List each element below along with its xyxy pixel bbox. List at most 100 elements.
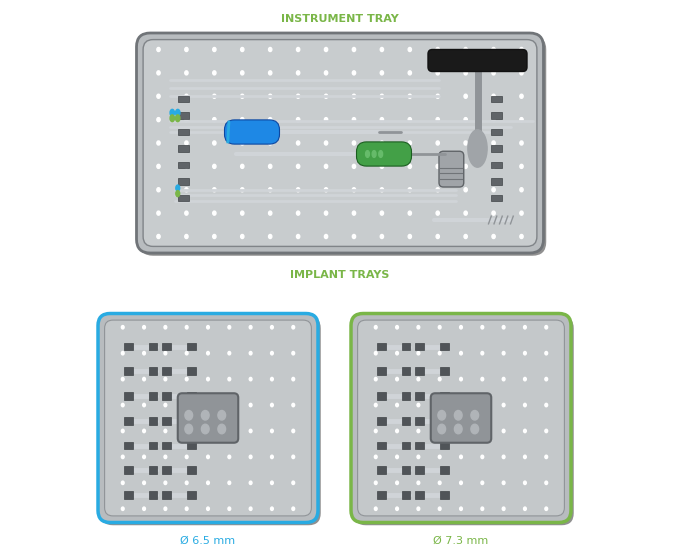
Ellipse shape bbox=[185, 47, 188, 52]
Bar bbox=[440, 367, 449, 375]
Ellipse shape bbox=[464, 94, 467, 98]
Ellipse shape bbox=[271, 481, 273, 485]
Ellipse shape bbox=[520, 188, 523, 192]
Ellipse shape bbox=[228, 403, 231, 407]
Ellipse shape bbox=[201, 424, 209, 434]
Ellipse shape bbox=[464, 71, 467, 75]
Ellipse shape bbox=[492, 188, 495, 192]
Bar bbox=[124, 491, 133, 499]
Bar bbox=[124, 343, 133, 350]
Ellipse shape bbox=[143, 403, 146, 407]
Ellipse shape bbox=[524, 351, 526, 355]
Ellipse shape bbox=[269, 164, 272, 168]
Ellipse shape bbox=[460, 429, 462, 433]
Bar bbox=[149, 343, 157, 350]
Ellipse shape bbox=[352, 141, 356, 145]
Ellipse shape bbox=[185, 188, 188, 192]
Ellipse shape bbox=[503, 455, 505, 459]
Ellipse shape bbox=[439, 507, 441, 510]
Ellipse shape bbox=[324, 211, 328, 215]
Ellipse shape bbox=[157, 94, 160, 98]
Ellipse shape bbox=[324, 164, 328, 168]
Ellipse shape bbox=[408, 71, 411, 75]
Ellipse shape bbox=[454, 424, 462, 434]
Ellipse shape bbox=[241, 188, 244, 192]
Bar bbox=[124, 417, 133, 425]
Ellipse shape bbox=[436, 211, 439, 215]
Ellipse shape bbox=[250, 455, 252, 459]
Ellipse shape bbox=[545, 377, 547, 381]
Ellipse shape bbox=[408, 164, 411, 168]
Ellipse shape bbox=[170, 115, 175, 122]
Ellipse shape bbox=[352, 164, 356, 168]
Ellipse shape bbox=[324, 118, 328, 122]
Ellipse shape bbox=[241, 211, 244, 215]
FancyBboxPatch shape bbox=[428, 50, 527, 72]
Bar bbox=[440, 343, 449, 350]
Ellipse shape bbox=[520, 71, 523, 75]
Ellipse shape bbox=[492, 141, 495, 145]
Ellipse shape bbox=[185, 141, 188, 145]
Ellipse shape bbox=[292, 481, 294, 485]
Ellipse shape bbox=[269, 234, 272, 239]
Ellipse shape bbox=[439, 429, 441, 433]
Ellipse shape bbox=[269, 71, 272, 75]
Ellipse shape bbox=[175, 109, 180, 116]
Ellipse shape bbox=[408, 47, 411, 52]
Ellipse shape bbox=[143, 351, 146, 355]
Bar bbox=[491, 96, 503, 102]
Ellipse shape bbox=[186, 351, 188, 355]
Ellipse shape bbox=[186, 507, 188, 510]
Ellipse shape bbox=[143, 326, 146, 329]
FancyBboxPatch shape bbox=[143, 40, 537, 246]
Ellipse shape bbox=[464, 164, 467, 168]
Ellipse shape bbox=[228, 429, 231, 433]
Ellipse shape bbox=[250, 326, 252, 329]
Ellipse shape bbox=[436, 118, 439, 122]
Bar bbox=[377, 343, 386, 350]
Ellipse shape bbox=[269, 94, 272, 98]
Ellipse shape bbox=[186, 326, 188, 329]
Ellipse shape bbox=[520, 118, 523, 122]
Ellipse shape bbox=[164, 403, 167, 407]
FancyBboxPatch shape bbox=[101, 316, 321, 525]
Bar bbox=[177, 145, 189, 152]
Bar bbox=[402, 466, 411, 474]
Bar bbox=[163, 343, 171, 350]
Ellipse shape bbox=[271, 377, 273, 381]
Ellipse shape bbox=[481, 377, 483, 381]
Ellipse shape bbox=[380, 71, 384, 75]
FancyBboxPatch shape bbox=[224, 120, 279, 144]
Ellipse shape bbox=[324, 188, 328, 192]
Ellipse shape bbox=[380, 94, 384, 98]
Ellipse shape bbox=[524, 429, 526, 433]
Bar bbox=[163, 491, 171, 499]
Bar bbox=[187, 442, 196, 449]
FancyBboxPatch shape bbox=[98, 314, 318, 522]
Ellipse shape bbox=[324, 141, 328, 145]
Ellipse shape bbox=[372, 151, 376, 157]
Ellipse shape bbox=[460, 326, 462, 329]
Ellipse shape bbox=[271, 455, 273, 459]
Ellipse shape bbox=[408, 188, 411, 192]
Ellipse shape bbox=[143, 481, 146, 485]
Ellipse shape bbox=[271, 403, 273, 407]
Ellipse shape bbox=[545, 351, 547, 355]
Ellipse shape bbox=[460, 403, 462, 407]
Ellipse shape bbox=[228, 377, 231, 381]
FancyBboxPatch shape bbox=[439, 151, 464, 187]
Bar bbox=[177, 178, 189, 185]
Ellipse shape bbox=[503, 377, 505, 381]
Ellipse shape bbox=[164, 481, 167, 485]
Ellipse shape bbox=[492, 234, 495, 239]
Ellipse shape bbox=[164, 377, 167, 381]
Ellipse shape bbox=[471, 410, 479, 420]
Ellipse shape bbox=[545, 481, 547, 485]
Ellipse shape bbox=[213, 118, 216, 122]
Ellipse shape bbox=[185, 211, 188, 215]
Ellipse shape bbox=[157, 211, 160, 215]
Bar bbox=[402, 367, 411, 375]
Ellipse shape bbox=[436, 141, 439, 145]
Bar bbox=[440, 392, 449, 400]
Ellipse shape bbox=[250, 377, 252, 381]
